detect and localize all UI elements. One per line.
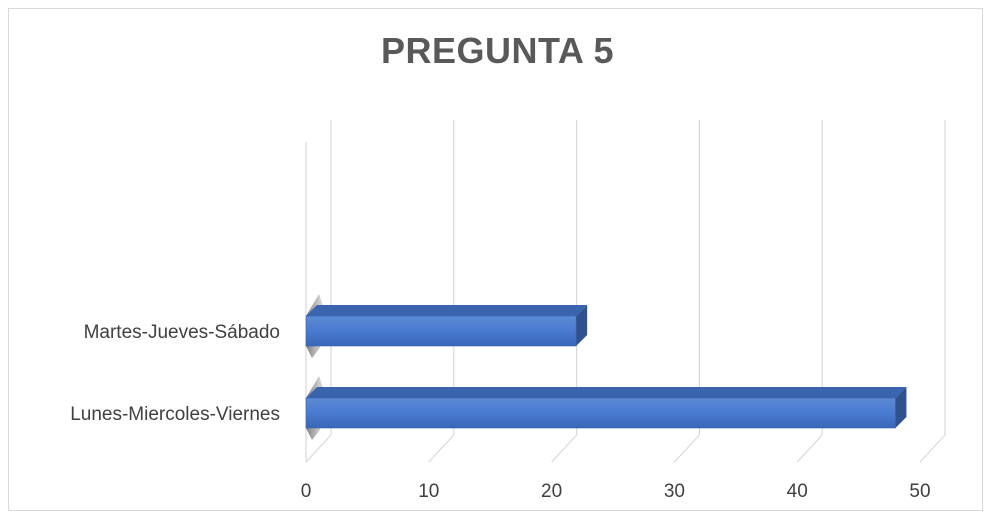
category-label: Lunes-Miercoles-Viernes: [70, 404, 280, 425]
bar-end-face: [576, 305, 588, 346]
x-tick-label: 30: [664, 481, 685, 502]
gridlines: [305, 120, 946, 463]
floor-gridline: [551, 434, 578, 463]
bar-top-face: [306, 387, 907, 398]
x-tick-label: 40: [787, 481, 808, 502]
chart-title: PREGUNTA 5: [380, 30, 615, 71]
bar-end-face: [895, 387, 907, 428]
floor-gridline: [919, 434, 946, 463]
bar: [305, 397, 896, 429]
x-tick-label: 20: [541, 481, 562, 502]
floor-gridline: [305, 434, 332, 463]
floor-gridline: [673, 434, 700, 463]
bars: [305, 294, 907, 440]
x-tick-label: 10: [418, 481, 439, 502]
floor-gridline: [796, 434, 823, 463]
floor-gridline: [428, 434, 455, 463]
x-tick-label: 50: [909, 481, 930, 502]
x-tick-label: 0: [301, 481, 312, 502]
bar-top-face: [306, 305, 588, 316]
category-axis: Lunes-Miercoles-Viernes Martes-Jueves-Sáb…: [70, 322, 280, 425]
bar: [305, 315, 577, 347]
x-axis: 0 10 20 30 40 50: [301, 481, 931, 502]
category-label: Martes-Jueves-Sábado: [84, 322, 280, 343]
